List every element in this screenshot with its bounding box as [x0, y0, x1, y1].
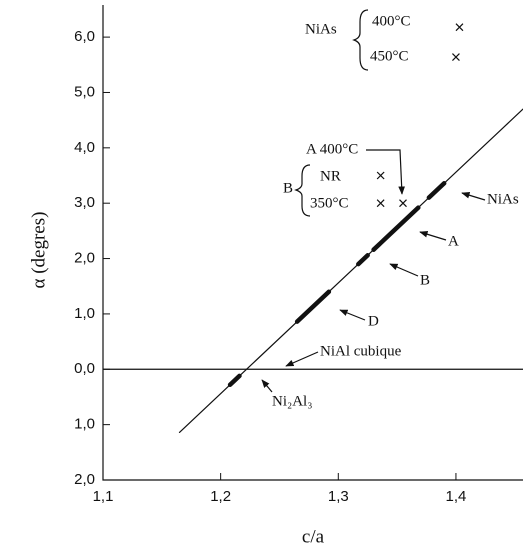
annotation: Ni₂Al₃ [272, 393, 312, 409]
cross-marker [399, 199, 407, 208]
cross-marker [452, 53, 460, 61]
annotation: B [283, 180, 293, 196]
y-tick-label: 2,0 [74, 471, 95, 488]
annotation: NiAs [305, 21, 337, 37]
thick-segment [227, 373, 242, 388]
arrow [389, 263, 419, 277]
annotation: NR [320, 168, 341, 184]
thick-segment [371, 205, 421, 252]
y-tick-label: 1,0 [74, 416, 95, 433]
arrow [461, 191, 486, 201]
annotation: D [368, 313, 379, 329]
arrow [366, 149, 406, 195]
cross-marker [376, 199, 385, 208]
arrow [419, 231, 447, 241]
annotation: A 400°C [306, 141, 358, 157]
annotation: 400°C [372, 13, 411, 29]
y-tick-label: 6,0 [74, 28, 95, 45]
cross-marker [376, 171, 385, 180]
y-tick-label: 5,0 [74, 83, 95, 100]
thick-segment [356, 252, 370, 267]
x-axis-label: c/a [302, 526, 325, 547]
annotation: A [448, 233, 459, 249]
axes-frame [102, 5, 523, 481]
annotation: 350°C [310, 195, 349, 211]
annotation: NiAs [487, 191, 519, 207]
y-tick-label: 4,0 [74, 139, 95, 156]
brace [294, 164, 311, 217]
y-tick-label: 3,0 [74, 194, 95, 211]
y-axis-label: α (degres) [28, 212, 49, 289]
x-tick-label: 1,3 [328, 488, 349, 505]
arrow [261, 379, 273, 393]
arrow [339, 309, 366, 321]
annotation: NiAl cubique [320, 343, 402, 359]
annotation: B [420, 272, 430, 288]
x-tick-label: 1,4 [446, 488, 467, 505]
brace [352, 9, 369, 71]
x-tick-label: 1,2 [210, 488, 231, 505]
arrow [285, 351, 319, 367]
thick-segment [294, 289, 332, 324]
cross-marker [455, 23, 464, 32]
thick-segment [426, 181, 447, 200]
y-tick-label: 2,0 [74, 250, 95, 267]
y-tick-label: 0,0 [74, 360, 95, 377]
y-tick-label: 1,0 [74, 305, 95, 322]
x-tick-label: 1,1 [93, 488, 114, 505]
annotation: 450°C [370, 48, 409, 64]
